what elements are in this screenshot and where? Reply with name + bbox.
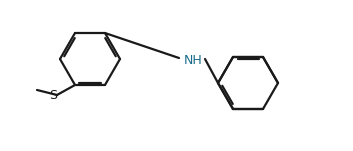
Text: S: S <box>49 90 57 103</box>
Text: NH: NH <box>184 55 202 67</box>
